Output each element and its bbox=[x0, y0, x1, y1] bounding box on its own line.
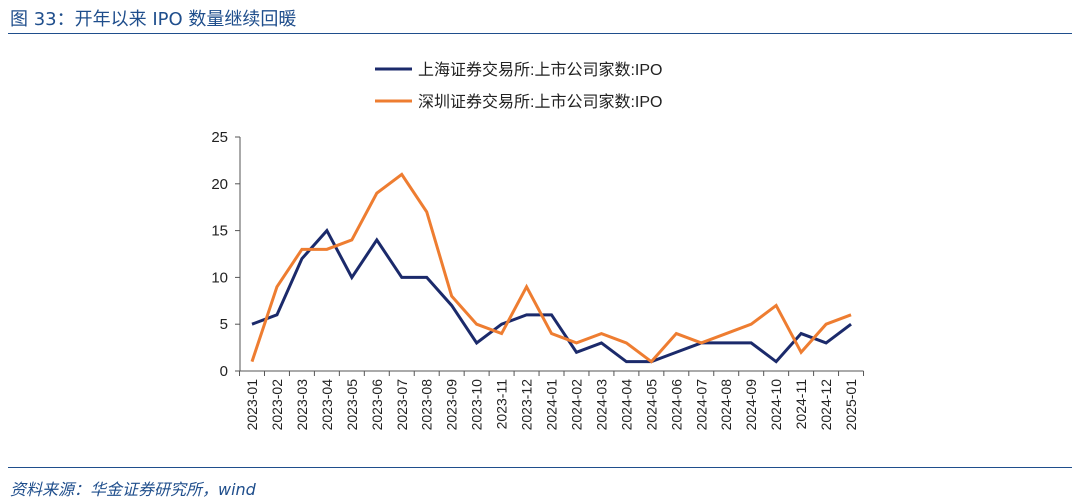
x-tick-label: 2024-04 bbox=[618, 379, 634, 431]
x-tick-label: 2024-10 bbox=[768, 379, 784, 431]
y-tick-label: 25 bbox=[211, 129, 228, 146]
x-tick-label: 2023-07 bbox=[394, 379, 410, 431]
legend: 上海证券交易所:上市公司家数:IPO 深圳证券交易所:上市公司家数:IPO bbox=[375, 61, 662, 111]
x-tick-label: 2023-02 bbox=[269, 379, 285, 431]
x-tick-label: 2024-07 bbox=[693, 379, 709, 431]
x-tick-label: 2024-08 bbox=[718, 379, 734, 431]
x-tick-label: 2023-04 bbox=[319, 379, 335, 431]
y-tick-label: 20 bbox=[211, 176, 228, 193]
series-lines bbox=[250, 172, 852, 364]
x-tick-label: 2023-01 bbox=[244, 379, 260, 431]
x-tick-label: 2023-11 bbox=[494, 379, 510, 430]
x-tick-label: 2023-12 bbox=[519, 379, 535, 431]
x-tick-label: 2024-06 bbox=[668, 379, 684, 431]
footer-rule bbox=[8, 467, 1072, 468]
x-tick-label: 2024-03 bbox=[593, 379, 609, 431]
x-tick-label: 2023-08 bbox=[419, 379, 435, 431]
x-tick-label: 2024-09 bbox=[743, 379, 759, 431]
series-line-shenzhen bbox=[250, 172, 852, 364]
x-tick-label: 2024-02 bbox=[568, 379, 584, 431]
figure-title: 图 33：开年以来 IPO 数量继续回暖 bbox=[10, 9, 297, 30]
x-tick-label: 2023-05 bbox=[344, 379, 360, 431]
legend-label-shanghai: 上海证券交易所:上市公司家数:IPO bbox=[418, 61, 662, 79]
x-tick-label: 2023-10 bbox=[469, 379, 485, 431]
x-tick-label: 2024-05 bbox=[643, 379, 659, 431]
y-tick-label: 15 bbox=[211, 223, 228, 240]
x-tick-label: 2023-03 bbox=[294, 379, 310, 431]
y-tick-label: 0 bbox=[220, 363, 228, 380]
source-note: 资料来源：华金证券研究所，wind bbox=[10, 480, 256, 499]
header-rule bbox=[8, 33, 1072, 34]
axes: 0 5 10 15 20 25 2023-01 2023-02 2023-03 2023-04 20… bbox=[211, 129, 865, 431]
x-tick-label: 2023-09 bbox=[444, 379, 460, 431]
x-tick-label: 2024-12 bbox=[818, 379, 834, 431]
series-line-shanghai bbox=[251, 227, 852, 364]
y-tick-label: 10 bbox=[211, 269, 228, 286]
legend-label-shenzhen: 深圳证券交易所:上市公司家数:IPO bbox=[418, 93, 662, 111]
x-tick-label: 2024-11 bbox=[793, 379, 809, 430]
x-tick-label: 2024-01 bbox=[544, 379, 560, 431]
x-tick-label: 2023-06 bbox=[369, 379, 385, 431]
x-tick-label: 2025-01 bbox=[843, 379, 859, 431]
y-tick-label: 5 bbox=[220, 316, 228, 333]
